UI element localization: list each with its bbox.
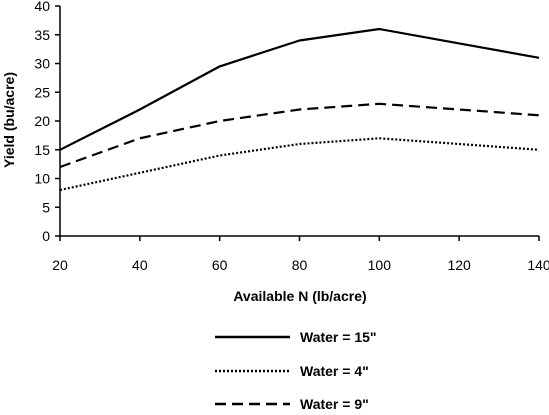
y-tick-label: 25	[34, 84, 50, 100]
x-tick-label: 120	[447, 257, 471, 273]
y-tick-label: 10	[34, 171, 50, 187]
y-axis-ticks: 0 5 10 15 20 25 30 35 40	[34, 0, 60, 244]
x-axis-title: Available N (lb/acre)	[233, 288, 366, 304]
series-line-2	[59, 137, 540, 192]
legend: Water = 15" Water = 4" Water = 9"	[215, 329, 377, 412]
y-tick-label: 20	[34, 113, 50, 129]
x-axis-ticks: 20 40 60 80 100 120 140	[52, 236, 549, 273]
series-lines	[59, 27, 540, 192]
x-tick-label: 60	[212, 257, 228, 273]
legend-label-2: Water = 4"	[300, 363, 369, 379]
y-tick-label: 35	[34, 27, 50, 43]
series-line-3	[59, 102, 540, 169]
x-tick-label: 100	[368, 257, 392, 273]
y-tick-label: 0	[42, 228, 50, 244]
y-tick-label: 30	[34, 56, 50, 72]
x-tick-label: 80	[292, 257, 308, 273]
y-tick-label: 15	[34, 142, 50, 158]
x-tick-label: 140	[527, 257, 549, 273]
legend-label-3: Water = 9"	[300, 396, 369, 412]
x-tick-label: 20	[52, 257, 68, 273]
series-line-1	[59, 27, 540, 151]
y-axis-title: Yield (bu/acre)	[1, 72, 17, 168]
y-tick-label: 40	[34, 0, 50, 14]
legend-label-1: Water = 15"	[300, 329, 377, 345]
y-tick-label: 5	[42, 199, 50, 215]
x-tick-label: 40	[132, 257, 148, 273]
